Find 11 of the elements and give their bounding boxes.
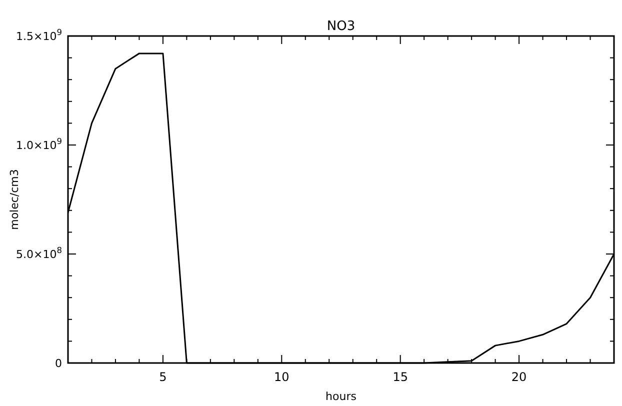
y-tick-label: 5.0×10$^{8}$ <box>16 245 62 261</box>
y-tick-label: 1.0×10$^{9}$ <box>16 136 62 152</box>
y-axis-title: molec/cm3 <box>8 169 21 230</box>
x-tick-label: 15 <box>392 370 408 384</box>
y-tick-label: 0 <box>55 357 62 370</box>
x-tick-label: 20 <box>511 370 527 384</box>
x-tick-label: 5 <box>159 370 167 384</box>
x-axis-title: hours <box>326 390 357 403</box>
x-tick-label: 10 <box>274 370 290 384</box>
y-tick-label: 1.5×10$^{9}$ <box>16 27 62 43</box>
chart-title: NO3 <box>326 19 356 34</box>
